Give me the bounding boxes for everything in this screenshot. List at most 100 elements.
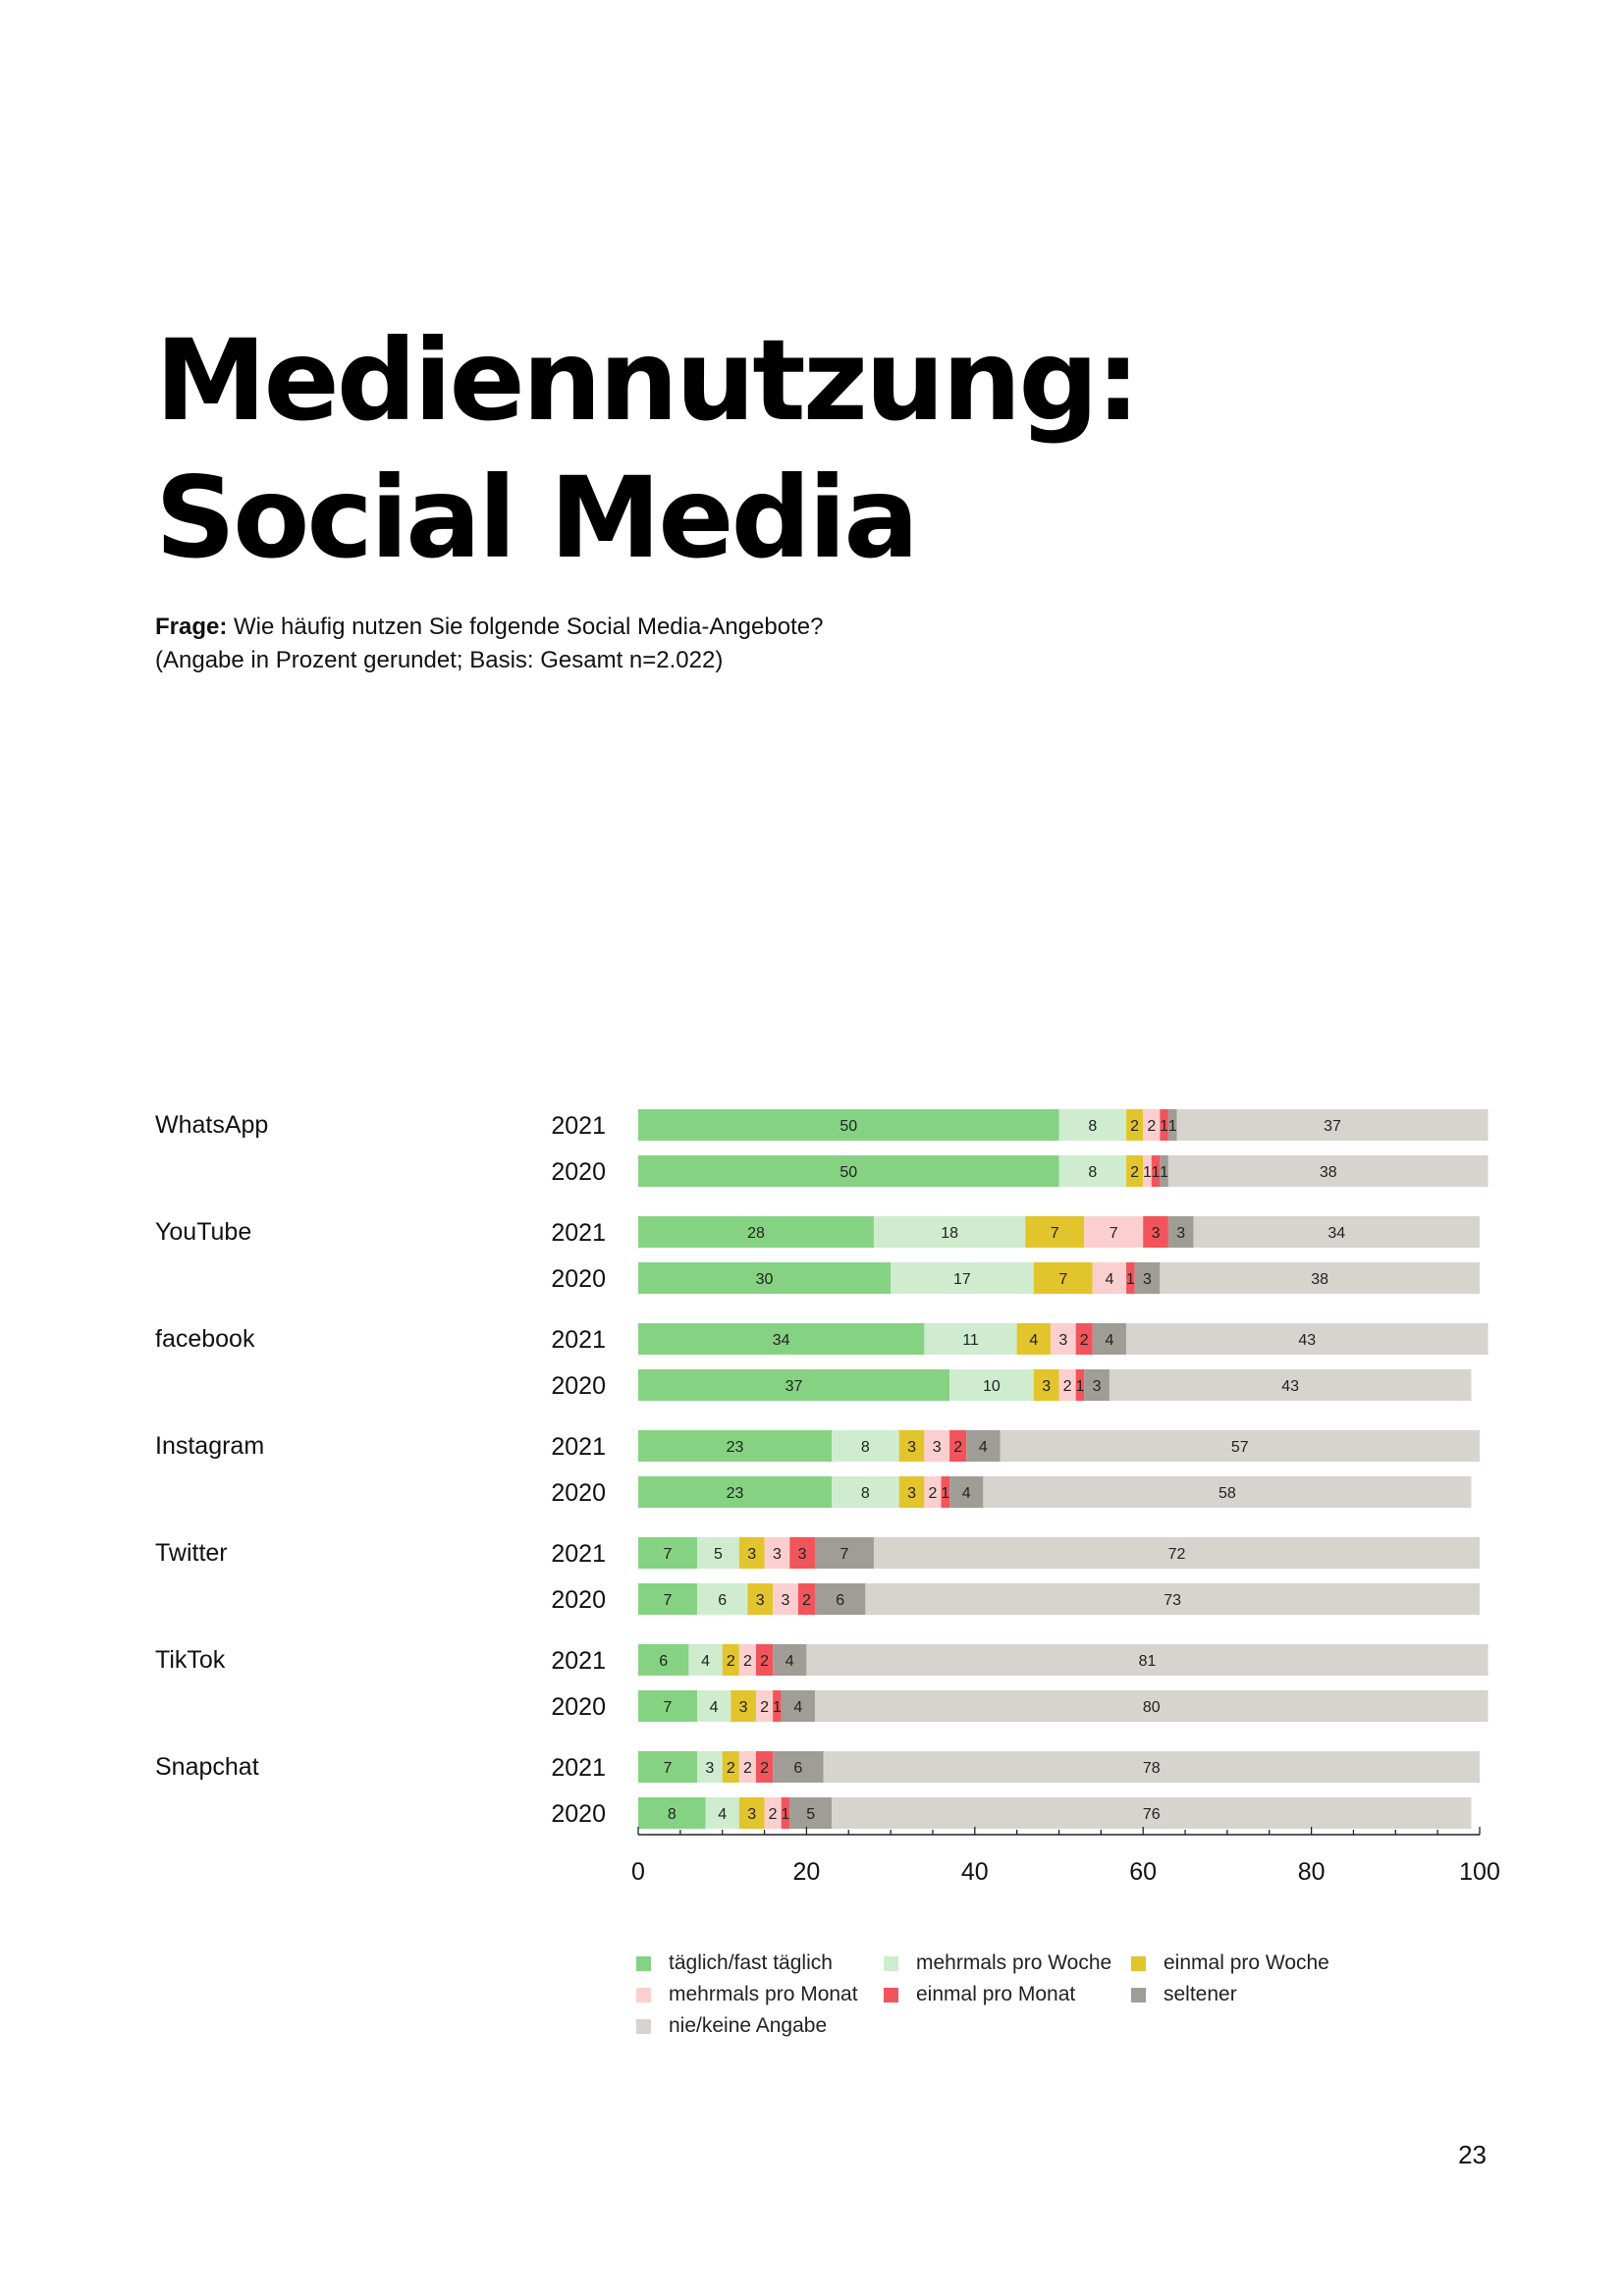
- data-label: 8: [1088, 1164, 1097, 1181]
- bar-segment: [873, 1216, 1026, 1248]
- bar-segment: [638, 1690, 697, 1722]
- legend-item: nie/keine Angabe: [636, 2014, 884, 2038]
- bar-segment: [789, 1537, 815, 1569]
- data-label: 28: [747, 1225, 765, 1242]
- bar-segment: [773, 1644, 807, 1676]
- data-label: 1: [941, 1485, 949, 1502]
- bar-segment: [638, 1430, 833, 1462]
- bar-segment: [738, 1644, 756, 1676]
- year-label: 2020: [551, 1372, 606, 1400]
- bar-segment: [1058, 1155, 1127, 1187]
- data-label: 3: [1176, 1225, 1185, 1242]
- data-label: 2: [1130, 1164, 1139, 1181]
- platform-label: WhatsApp: [155, 1111, 268, 1139]
- data-label: 3: [1093, 1378, 1102, 1395]
- bar-segment: [1075, 1369, 1085, 1401]
- data-label: 2: [953, 1439, 962, 1456]
- bar-segment: [1126, 1262, 1135, 1294]
- legend-swatch: [884, 1955, 898, 1971]
- bar-segment: [814, 1583, 866, 1615]
- data-label: 3: [747, 1546, 756, 1563]
- year-label: 2020: [551, 1800, 606, 1828]
- bar-segment: [638, 1369, 950, 1401]
- data-label: 2: [743, 1653, 752, 1670]
- data-label: 80: [1143, 1699, 1161, 1716]
- legend-item: täglich/fast täglich: [636, 1951, 884, 1975]
- bar-segment: [1016, 1323, 1051, 1355]
- bar-segment: [891, 1262, 1034, 1294]
- data-label: 78: [1143, 1760, 1161, 1777]
- data-label: 7: [664, 1546, 673, 1563]
- bar-segment: [773, 1690, 782, 1722]
- legend-swatch: [636, 1987, 651, 2002]
- bar-segment: [1167, 1109, 1177, 1141]
- bar-segment: [873, 1537, 1480, 1569]
- bar-segment: [1058, 1109, 1127, 1141]
- data-label: 3: [782, 1592, 790, 1609]
- bar-segment: [1143, 1155, 1152, 1187]
- year-label: 2021: [551, 1754, 606, 1782]
- bar-segment: [1050, 1323, 1076, 1355]
- bar-segment: [755, 1690, 774, 1722]
- bar-segment: [941, 1476, 950, 1508]
- year-label: 2020: [551, 1586, 606, 1614]
- data-label: 8: [861, 1485, 870, 1502]
- bar-segment: [696, 1537, 739, 1569]
- data-label: 3: [747, 1806, 756, 1823]
- year-label: 2021: [551, 1112, 606, 1140]
- bar-segment: [1084, 1369, 1110, 1401]
- x-tick-label: 40: [961, 1858, 989, 1886]
- data-label: 6: [836, 1592, 844, 1609]
- bar-segment: [949, 1430, 967, 1462]
- data-label: 2: [928, 1485, 937, 1502]
- data-label: 2: [1080, 1332, 1089, 1349]
- data-label: 58: [1218, 1485, 1236, 1502]
- bar-segment: [865, 1583, 1480, 1615]
- data-label: 81: [1139, 1653, 1157, 1670]
- data-label: 3: [1152, 1225, 1161, 1242]
- legend-swatch: [884, 1987, 898, 2002]
- bar-segment: [823, 1751, 1480, 1783]
- bar-segment: [1160, 1155, 1168, 1187]
- data-label: 3: [798, 1546, 807, 1563]
- bar-segment: [764, 1537, 790, 1569]
- bar-segment: [1143, 1216, 1168, 1248]
- year-label: 2021: [551, 1433, 606, 1461]
- question-block: Frage: Wie häufig nutzen Sie folgende So…: [155, 611, 823, 677]
- legend-item: einmal pro Monat: [884, 1983, 1131, 2006]
- legend-label: täglich/fast täglich: [669, 1951, 833, 1974]
- bar-segment: [1176, 1109, 1489, 1141]
- platform-label: TikTok: [155, 1646, 226, 1674]
- bar-segment: [1134, 1262, 1161, 1294]
- data-label: 1: [1126, 1271, 1135, 1288]
- data-label: 11: [962, 1332, 979, 1349]
- x-tick-label: 100: [1459, 1858, 1500, 1886]
- data-label: 76: [1143, 1806, 1161, 1823]
- data-label: 4: [962, 1485, 971, 1502]
- page-number: 23: [1458, 2140, 1487, 2169]
- bar-segment: [1075, 1323, 1093, 1355]
- bar-segment: [1109, 1369, 1472, 1401]
- question-note: (Angabe in Prozent gerundet; Basis: Gesa…: [155, 647, 724, 673]
- bar-segment: [722, 1751, 739, 1783]
- data-label: 3: [773, 1546, 782, 1563]
- bar-segment: [638, 1583, 697, 1615]
- legend-label: mehrmals pro Monat: [669, 1983, 858, 2005]
- data-label: 6: [659, 1653, 668, 1670]
- legend-label: nie/keine Angabe: [669, 2014, 828, 2037]
- data-label: 2: [1130, 1118, 1139, 1135]
- bar-segment: [832, 1797, 1472, 1829]
- data-label: 1: [1168, 1118, 1177, 1135]
- data-label: 1: [1152, 1164, 1161, 1181]
- bar-segment: [789, 1797, 833, 1829]
- data-label: 34: [773, 1332, 790, 1349]
- bar-segment: [738, 1537, 765, 1569]
- bar-segment: [966, 1430, 1001, 1462]
- data-label: 37: [785, 1378, 803, 1395]
- bar-segment: [1167, 1216, 1194, 1248]
- bar-segment: [738, 1797, 765, 1829]
- data-label: 1: [1160, 1164, 1168, 1181]
- x-tick-label: 60: [1129, 1858, 1157, 1886]
- data-label: 2: [760, 1760, 769, 1777]
